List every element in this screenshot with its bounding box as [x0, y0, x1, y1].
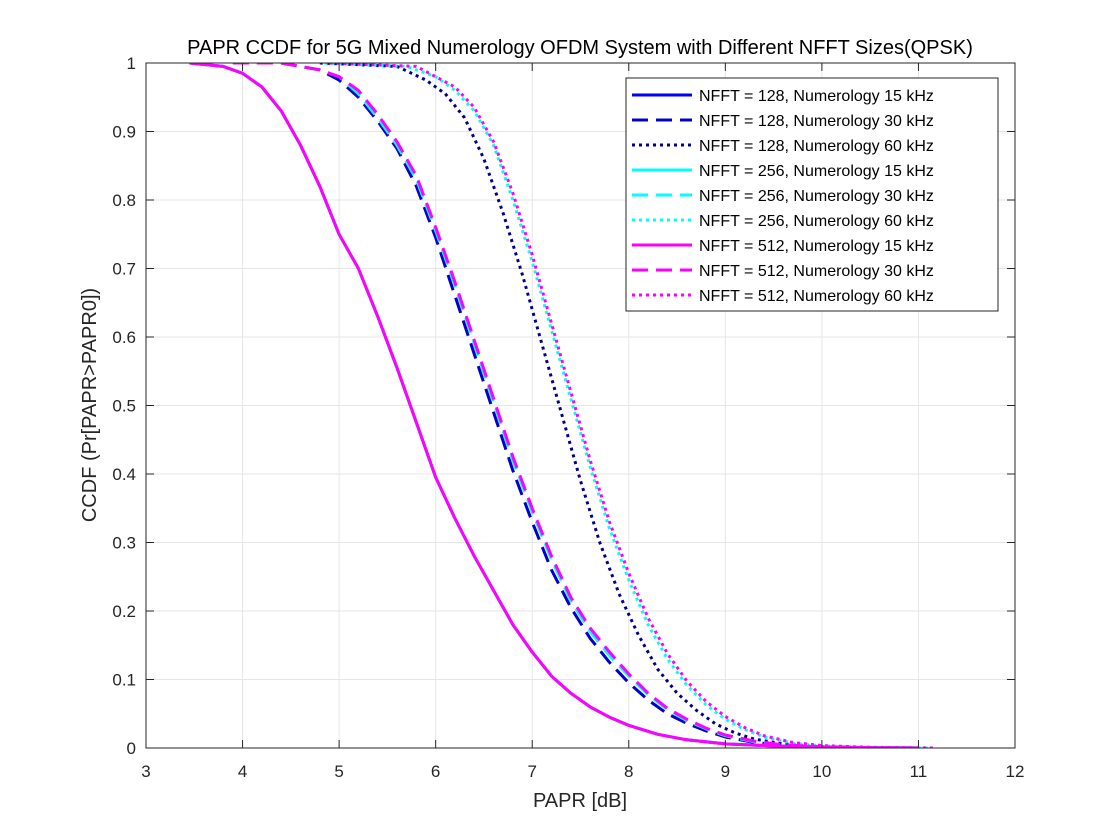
y-axis-label: CCDF (Pr[PAPR>PAPR0]): [79, 288, 101, 522]
legend-label: NFFT = 128, Numerology 60 kHz: [699, 138, 934, 155]
series-line-6: [324, 63, 929, 748]
series-line-7: [189, 63, 919, 748]
y-tick-label: 0.1: [112, 671, 136, 690]
y-tick-label: 0.4: [112, 465, 136, 484]
series-line-2: [232, 63, 919, 748]
legend-label: NFFT = 512, Numerology 30 kHz: [699, 263, 934, 280]
y-tick-label: 0.8: [112, 191, 136, 210]
x-tick-label: 4: [238, 762, 247, 781]
legend-label: NFFT = 512, Numerology 60 kHz: [699, 288, 934, 305]
series-lines: [189, 63, 933, 748]
x-tick-label: 3: [141, 762, 150, 781]
x-tick-label: 8: [624, 762, 633, 781]
x-tick-label: 11: [910, 762, 928, 781]
x-axis-label: PAPR [dB]: [533, 790, 627, 812]
series-line-9: [329, 63, 933, 748]
x-tick-labels: 3 4 5 6 7 8 9 10 11 12: [141, 762, 1024, 781]
legend-items: NFFT = 128, Numerology 15 kHz NFFT = 128,…: [632, 88, 934, 305]
y-tick-label: 0.5: [112, 397, 136, 416]
legend-label: NFFT = 256, Numerology 60 kHz: [699, 213, 934, 230]
chart-legend: NFFT = 128, Numerology 15 kHz NFFT = 128,…: [625, 77, 999, 312]
x-tick-label: 7: [527, 762, 536, 781]
legend-label: NFFT = 128, Numerology 30 kHz: [699, 113, 934, 130]
series-line-5: [232, 63, 919, 748]
series-line-8: [232, 63, 919, 748]
y-tick-label: 0.3: [112, 534, 136, 553]
axis-ticks: [145, 62, 1016, 749]
y-tick-label: 0.2: [112, 602, 136, 621]
y-tick-label: 0.6: [112, 328, 136, 347]
legend-label: NFFT = 512, Numerology 15 kHz: [699, 238, 934, 255]
x-tick-label: 6: [431, 762, 440, 781]
y-tick-label: 1: [127, 54, 136, 73]
series-line-3: [319, 63, 919, 748]
x-tick-label: 5: [334, 762, 343, 781]
y-tick-label: 0: [127, 739, 136, 758]
y-tick-label: 0.7: [112, 260, 136, 279]
x-tick-label: 9: [721, 762, 730, 781]
x-tick-label: 12: [1006, 762, 1025, 781]
y-tick-label: 0.9: [112, 123, 136, 142]
y-tick-labels: 0 0.1 0.2 0.3 0.4 0.5 0.6 0.7 0.8 0.9 1: [112, 54, 136, 758]
legend-label: NFFT = 256, Numerology 30 kHz: [699, 188, 934, 205]
chart-title: PAPR CCDF for 5G Mixed Numerology OFDM S…: [187, 37, 973, 59]
legend-label: NFFT = 128, Numerology 15 kHz: [699, 88, 934, 105]
legend-label: NFFT = 256, Numerology 15 kHz: [699, 163, 934, 180]
x-tick-label: 10: [812, 762, 831, 781]
